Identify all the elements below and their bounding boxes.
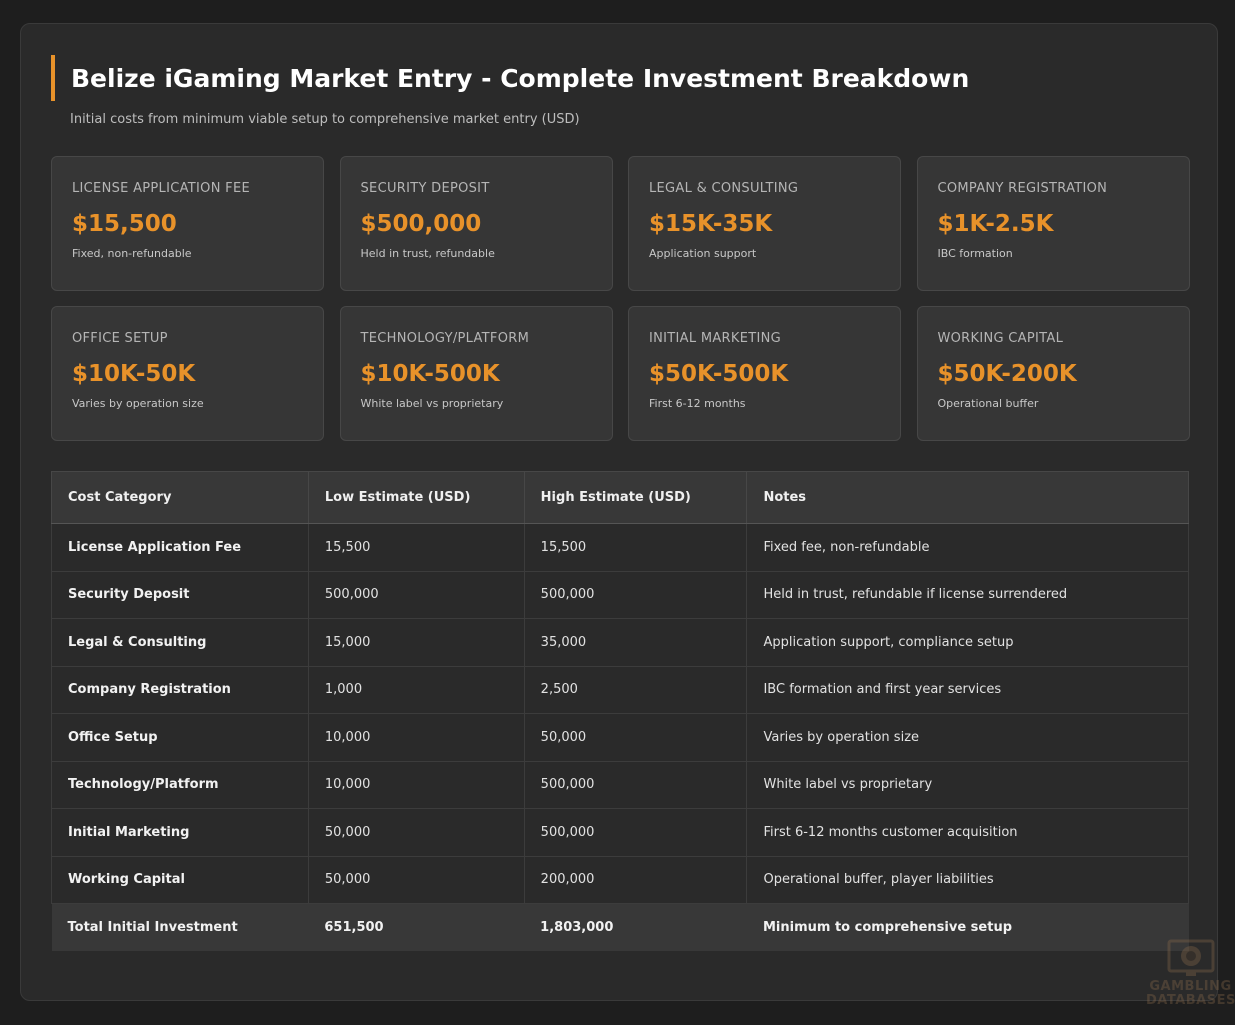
card-note: Fixed, non-refundable (72, 247, 192, 260)
cost-breakdown-table: Cost Category Low Estimate (USD) High Es… (51, 471, 1189, 951)
cell-high-estimate: 2,500 (523, 665, 748, 714)
card-note: IBC formation (937, 247, 1013, 260)
page-subtitle: Initial costs from minimum viable setup … (70, 112, 580, 127)
table-total-row: Total Initial Investment 651,500 1,803,0… (51, 903, 1189, 951)
card-note: Operational buffer (937, 397, 1039, 410)
table-row: Security Deposit 500,000 500,000 Held in… (51, 570, 1189, 619)
total-label: Total Initial Investment (51, 903, 309, 951)
gambling-databases-watermark: GAMBLING DATABASES (1146, 938, 1235, 1025)
column-header-low-estimate: Low Estimate (USD) (307, 471, 525, 524)
cell-low-estimate: 50,000 (307, 855, 525, 904)
cell-high-estimate: 500,000 (523, 570, 748, 619)
table-row: License Application Fee 15,500 15,500 Fi… (51, 523, 1189, 571)
card-note: Held in trust, refundable (360, 247, 495, 260)
cell-notes: Operational buffer, player liabilities (746, 855, 1189, 904)
cell-high-estimate: 500,000 (523, 760, 748, 809)
main-panel: Belize iGaming Market Entry - Complete I… (20, 23, 1218, 1001)
watermark-line1: GAMBLING (1149, 979, 1232, 994)
cell-low-estimate: 15,500 (307, 523, 525, 571)
cell-low-estimate: 50,000 (307, 808, 525, 856)
cost-summary-cards: LICENSE APPLICATION FEE $15,500 Fixed, n… (51, 156, 1190, 441)
title-accent-bar: Belize iGaming Market Entry - Complete I… (51, 55, 969, 101)
card-label: TECHNOLOGY/PLATFORM (360, 331, 530, 346)
total-high-estimate: 1,803,000 (524, 903, 747, 951)
card-note: Application support (649, 247, 757, 260)
cell-category: Initial Marketing (51, 808, 309, 856)
cell-high-estimate: 200,000 (523, 855, 748, 904)
card-value: $50K-500K (649, 361, 789, 387)
cell-high-estimate: 35,000 (523, 618, 748, 666)
cell-low-estimate: 500,000 (307, 570, 525, 619)
card-label: WORKING CAPITAL (937, 331, 1064, 346)
cell-category: Security Deposit (51, 570, 309, 619)
cost-card-initial-marketing: INITIAL MARKETING $50K-500K First 6-12 m… (628, 306, 901, 441)
cell-notes: White label vs proprietary (746, 760, 1189, 809)
table-row: Office Setup 10,000 50,000 Varies by ope… (51, 713, 1189, 761)
cell-category: Legal & Consulting (51, 618, 309, 666)
card-note: First 6-12 months (649, 397, 746, 410)
card-label: LEGAL & CONSULTING (649, 181, 799, 196)
table-row: Technology/Platform 10,000 500,000 White… (51, 760, 1189, 809)
cell-low-estimate: 10,000 (307, 760, 525, 809)
card-label: INITIAL MARKETING (649, 331, 781, 346)
table-row: Legal & Consulting 15,000 35,000 Applica… (51, 618, 1189, 666)
column-header-high-estimate: High Estimate (USD) (523, 471, 748, 524)
table-row: Working Capital 50,000 200,000 Operation… (51, 855, 1189, 904)
card-label: LICENSE APPLICATION FEE (72, 181, 250, 196)
cell-category: Technology/Platform (51, 760, 309, 809)
table-row: Initial Marketing 50,000 500,000 First 6… (51, 808, 1189, 856)
cell-category: Company Registration (51, 665, 309, 714)
card-label: COMPANY REGISTRATION (937, 181, 1108, 196)
card-value: $50K-200K (937, 361, 1077, 387)
cell-category: Working Capital (51, 855, 309, 904)
cell-high-estimate: 15,500 (523, 523, 748, 571)
column-header-notes: Notes (746, 471, 1189, 524)
card-value: $10K-500K (360, 361, 500, 387)
cost-card-office-setup: OFFICE SETUP $10K-50K Varies by operatio… (51, 306, 324, 441)
cost-card-company-registration: COMPANY REGISTRATION $1K-2.5K IBC format… (916, 156, 1190, 291)
cost-card-legal-consulting: LEGAL & CONSULTING $15K-35K Application … (628, 156, 901, 291)
card-value: $15,500 (72, 211, 177, 237)
cell-notes: Varies by operation size (746, 713, 1189, 761)
card-value: $500,000 (360, 211, 482, 237)
watermark-line2: DATABASES (1146, 993, 1235, 1008)
page-title: Belize iGaming Market Entry - Complete I… (71, 63, 970, 93)
cell-notes: Application support, compliance setup (746, 618, 1189, 666)
card-note: White label vs proprietary (360, 397, 504, 410)
table-row: Company Registration 1,000 2,500 IBC for… (51, 665, 1189, 714)
card-label: OFFICE SETUP (72, 331, 168, 346)
card-value: $15K-35K (649, 211, 773, 237)
cell-high-estimate: 500,000 (523, 808, 748, 856)
total-low-estimate: 651,500 (308, 903, 525, 951)
card-label: SECURITY DEPOSIT (360, 181, 490, 196)
cell-notes: First 6-12 months customer acquisition (746, 808, 1189, 856)
cell-low-estimate: 15,000 (307, 618, 525, 666)
cell-category: License Application Fee (51, 523, 309, 571)
cell-notes: IBC formation and first year services (746, 665, 1189, 714)
card-value: $10K-50K (72, 361, 196, 387)
column-header-cost-category: Cost Category (51, 471, 309, 524)
cost-card-technology-platform: TECHNOLOGY/PLATFORM $10K-500K White labe… (339, 306, 613, 441)
cell-category: Office Setup (51, 713, 309, 761)
table-header-row: Cost Category Low Estimate (USD) High Es… (51, 471, 1189, 524)
chip-monitor-icon (1167, 939, 1214, 976)
card-value: $1K-2.5K (937, 211, 1054, 237)
cell-notes: Held in trust, refundable if license sur… (746, 570, 1189, 619)
cell-high-estimate: 50,000 (523, 713, 748, 761)
cost-card-security-deposit: SECURITY DEPOSIT $500,000 Held in trust,… (339, 156, 613, 291)
card-note: Varies by operation size (72, 397, 204, 410)
cost-card-license-fee: LICENSE APPLICATION FEE $15,500 Fixed, n… (51, 156, 324, 291)
cell-low-estimate: 10,000 (307, 713, 525, 761)
cost-card-working-capital: WORKING CAPITAL $50K-200K Operational bu… (916, 306, 1190, 441)
cell-notes: Fixed fee, non-refundable (746, 523, 1189, 571)
cell-low-estimate: 1,000 (307, 665, 525, 714)
total-notes: Minimum to comprehensive setup (746, 903, 1189, 951)
